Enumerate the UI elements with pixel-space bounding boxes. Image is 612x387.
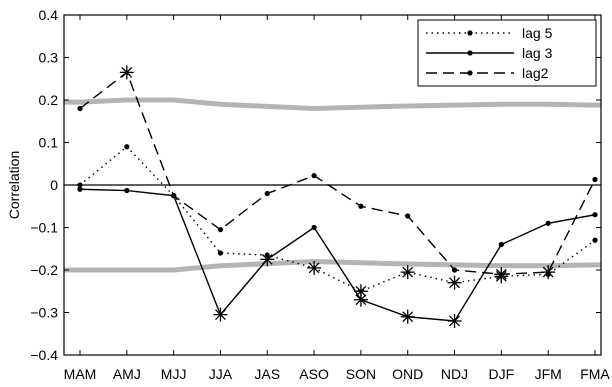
legend-label-lag3: lag 3 (522, 45, 553, 61)
data-point-lag2 (592, 176, 598, 183)
significant-point-lag3 (260, 252, 275, 267)
x-tick-label: DJF (489, 366, 515, 382)
legend-label-lag2: lag2 (522, 65, 549, 81)
x-tick-label: AMJ (113, 366, 141, 382)
y-tick-label: 0.4 (39, 7, 59, 23)
y-tick-label: 0.3 (39, 50, 59, 66)
y-tick-label: −0.3 (30, 305, 58, 321)
data-point-lag2 (171, 193, 177, 199)
significant-point-lag2 (494, 267, 509, 282)
y-tick-label: 0 (50, 177, 58, 193)
x-axis-ticks: MAM AMJ MJJ JJA JAS ASO SON OND NDJ DJF JFM FMA (64, 15, 610, 382)
legend-label-lag5: lag 5 (522, 25, 553, 41)
legend-marker-lag2 (467, 70, 473, 76)
significant-point-lag5 (307, 260, 322, 275)
significant-point-lag3 (400, 309, 415, 324)
significance-bands (64, 97, 601, 273)
data-point-lag2 (264, 190, 270, 197)
data-point-lag5 (217, 250, 224, 256)
legend: lag 5 lag 3 lag2 (417, 19, 597, 87)
data-point-lag2 (311, 173, 317, 179)
x-tick-label: MJJ (161, 366, 187, 382)
y-tick-label: −0.2 (30, 262, 58, 278)
data-point-lag5 (592, 237, 598, 243)
data-point-lag3 (592, 212, 598, 218)
y-tick-label: 0.1 (39, 135, 59, 151)
data-point-lag2 (217, 227, 224, 233)
significant-point-lag3 (447, 314, 462, 328)
data-point-lag2 (77, 105, 83, 112)
x-tick-label: JAS (254, 366, 280, 382)
significant-point-lag2 (541, 265, 556, 280)
x-tick-label: ASO (299, 366, 329, 382)
x-tick-label: JJA (209, 366, 233, 382)
data-point-lag2 (358, 203, 364, 209)
data-point-lag3 (311, 224, 317, 231)
significant-point-lag3 (353, 292, 368, 307)
significant-point-lag2 (119, 65, 134, 80)
series-group (77, 65, 598, 328)
y-axis-ticks: −0.4 −0.3 −0.2 −0.1 0 0.1 0.2 0.3 0.4 (30, 7, 601, 363)
significance-lower-line (64, 259, 601, 273)
significant-point-lag5 (400, 265, 415, 280)
data-point-lag3 (77, 186, 83, 192)
x-tick-label: MAM (64, 366, 97, 382)
x-tick-label: FMA (580, 366, 610, 382)
data-point-lag2 (405, 213, 411, 219)
significant-point-lag5 (447, 275, 462, 290)
significant-point-lag3 (213, 307, 228, 322)
series-line-lag3 (79, 188, 596, 322)
y-tick-label: 0.2 (39, 92, 59, 108)
x-tick-label: NDJ (441, 366, 468, 382)
y-tick-label: −0.1 (30, 220, 58, 236)
data-point-lag3 (498, 241, 504, 248)
x-tick-label: JFM (535, 366, 562, 382)
data-point-lag3 (124, 187, 130, 194)
x-tick-label: OND (392, 366, 423, 382)
data-point-lag2 (451, 267, 458, 273)
data-point-lag5 (77, 182, 83, 188)
data-point-lag3 (545, 220, 551, 226)
y-axis-label: Correlation (6, 151, 22, 219)
series-line-lag2 (79, 71, 596, 275)
data-point-lag5 (124, 144, 130, 150)
series-line-lag5 (79, 145, 596, 293)
legend-marker-lag5 (467, 30, 473, 36)
significance-upper-line (64, 97, 601, 111)
y-tick-label: −0.4 (30, 347, 58, 363)
x-tick-label: SON (346, 366, 376, 382)
legend-marker-lag3 (467, 50, 473, 56)
